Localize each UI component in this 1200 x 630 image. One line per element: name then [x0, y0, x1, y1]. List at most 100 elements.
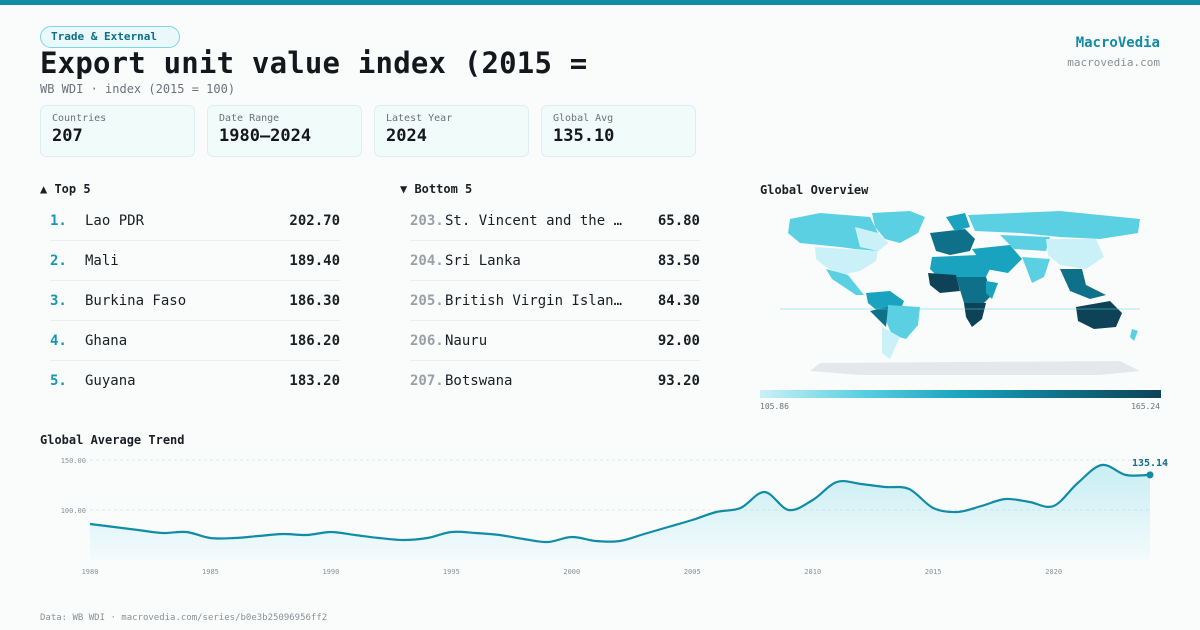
- y-tick-label: 150.00: [61, 457, 86, 465]
- rank-number: 1.: [50, 212, 67, 229]
- bottom5-heading: ▼ Bottom 5: [400, 182, 473, 196]
- map-legend-min: 105.86: [760, 402, 789, 411]
- country-name: Nauru: [445, 332, 488, 349]
- top5-row[interactable]: 1. Lao PDR 202.70: [50, 201, 340, 241]
- stat-value: 207: [52, 126, 83, 146]
- trend-chart-title: Global Average Trend: [40, 433, 185, 447]
- map-region-south-america-west[interactable]: [870, 307, 888, 327]
- map-region-antarctica[interactable]: [810, 361, 1140, 375]
- stat-card-global-avg: Global Avg 135.10: [541, 105, 696, 157]
- stat-value: 1980–2024: [219, 126, 312, 146]
- map-region-india[interactable]: [1022, 257, 1050, 283]
- rank-number: 207.: [410, 373, 444, 389]
- rank-number: 5.: [50, 373, 67, 389]
- stat-label: Date Range: [219, 113, 280, 124]
- map-legend-gradient: [760, 390, 1161, 398]
- rank-number: 3.: [50, 292, 67, 309]
- map-region-europe[interactable]: [930, 229, 975, 255]
- world-choropleth-map[interactable]: [760, 203, 1160, 383]
- rank-number: 4.: [50, 332, 67, 349]
- country-name: Lao PDR: [85, 212, 145, 229]
- map-region-new-zealand[interactable]: [1130, 329, 1138, 341]
- stat-card-date-range: Date Range 1980–2024: [207, 105, 362, 157]
- country-value: 84.30: [657, 292, 700, 309]
- top5-row[interactable]: 4. Ghana 186.20: [50, 321, 340, 361]
- map-region-north-africa[interactable]: [930, 255, 990, 279]
- x-tick-label: 1985: [202, 568, 219, 576]
- category-badge[interactable]: Trade & External: [40, 26, 180, 48]
- top5-row[interactable]: 2. Mali 189.40: [50, 241, 340, 281]
- stat-label: Global Avg: [553, 113, 614, 124]
- country-value: 83.50: [657, 252, 700, 269]
- bottom5-list: 203. St. Vincent and the Grenadines 65.8…: [410, 201, 700, 401]
- top5-list: 1. Lao PDR 202.70 2. Mali 189.40 3. Burk…: [50, 201, 340, 401]
- map-region-central-asia[interactable]: [1000, 235, 1050, 251]
- stat-value: 2024: [386, 126, 427, 146]
- country-name: British Virgin Islands: [445, 292, 630, 309]
- bottom5-row[interactable]: 204. Sri Lanka 83.50: [410, 241, 700, 281]
- footer-source: Data: WB WDI · macrovedia.com/series/b0e…: [40, 613, 328, 623]
- trend-chart[interactable]: 150.00 100.00 1980 1985 1990 1995 2000 2005 201…: [0, 450, 1200, 585]
- x-tick-label: 2015: [925, 568, 942, 576]
- map-region-scandinavia[interactable]: [946, 213, 970, 231]
- rank-number: 203.: [410, 212, 444, 229]
- page-subtitle: WB WDI · index (2015 = 100): [40, 82, 236, 96]
- country-name: Sri Lanka: [445, 252, 521, 269]
- top5-row[interactable]: 3. Burkina Faso 186.30: [50, 281, 340, 321]
- map-region-canada-east[interactable]: [855, 227, 888, 251]
- country-name: Mali: [85, 252, 119, 269]
- map-legend-max: 165.24: [1131, 402, 1160, 411]
- stat-card-countries: Countries 207: [40, 105, 195, 157]
- rank-number: 204.: [410, 252, 444, 269]
- map-region-southern-africa[interactable]: [964, 303, 986, 327]
- map-region-usa[interactable]: [815, 247, 878, 275]
- trend-series-line[interactable]: [89, 463, 1151, 544]
- x-tick-label: 2020: [1045, 568, 1062, 576]
- country-value: 92.00: [657, 332, 700, 349]
- stat-label: Countries: [52, 113, 107, 124]
- bottom5-row[interactable]: 206. Nauru 92.00: [410, 321, 700, 361]
- brand-url[interactable]: macrovedia.com: [1067, 56, 1160, 69]
- x-tick-label: 2005: [684, 568, 701, 576]
- country-value: 202.70: [289, 212, 340, 229]
- country-name: Ghana: [85, 332, 128, 349]
- map-region-west-africa[interactable]: [928, 273, 960, 293]
- top-accent-bar: [0, 0, 1200, 5]
- top5-row[interactable]: 5. Guyana 183.20: [50, 361, 340, 401]
- bottom5-row[interactable]: 207. Botswana 93.20: [410, 361, 700, 401]
- country-value: 183.20: [289, 373, 340, 389]
- rank-number: 2.: [50, 252, 67, 269]
- bottom5-row[interactable]: 205. British Virgin Islands 84.30: [410, 281, 700, 321]
- map-region-russia[interactable]: [968, 211, 1140, 239]
- trend-last-point[interactable]: [1146, 471, 1154, 479]
- map-region-australia[interactable]: [1076, 301, 1122, 329]
- stat-card-latest-year: Latest Year 2024: [374, 105, 529, 157]
- stat-value: 135.10: [553, 126, 615, 146]
- trend-area-fill: [90, 464, 1150, 560]
- map-region-southeast-asia[interactable]: [1060, 269, 1106, 299]
- map-region-greenland[interactable]: [872, 211, 925, 243]
- x-tick-label: 2010: [804, 568, 821, 576]
- map-region-central-africa[interactable]: [956, 277, 992, 307]
- country-name: Burkina Faso: [85, 292, 187, 309]
- map-region-east-africa[interactable]: [986, 281, 998, 299]
- bottom5-row[interactable]: 203. St. Vincent and the Grenadines 65.8…: [410, 201, 700, 241]
- country-value: 186.30: [289, 292, 340, 309]
- map-region-mexico[interactable]: [826, 269, 864, 295]
- brand-name[interactable]: MacroVedia: [1075, 35, 1160, 51]
- page-title: Export unit value index (2015 =: [40, 46, 588, 80]
- map-title: Global Overview: [760, 183, 869, 197]
- x-tick-label: 1990: [322, 568, 339, 576]
- x-tick-label: 1980: [82, 568, 99, 576]
- map-region-south-america-south[interactable]: [882, 327, 900, 359]
- stat-label: Latest Year: [386, 113, 453, 124]
- rank-number: 206.: [410, 332, 444, 349]
- country-value: 189.40: [289, 252, 340, 269]
- map-region-china[interactable]: [1046, 239, 1104, 269]
- country-name: Guyana: [85, 373, 136, 389]
- y-tick-label: 100.00: [61, 507, 86, 515]
- top5-heading: ▲ Top 5: [40, 182, 91, 196]
- rank-number: 205.: [410, 292, 444, 309]
- x-tick-label: 1995: [443, 568, 460, 576]
- map-region-brazil[interactable]: [886, 305, 920, 339]
